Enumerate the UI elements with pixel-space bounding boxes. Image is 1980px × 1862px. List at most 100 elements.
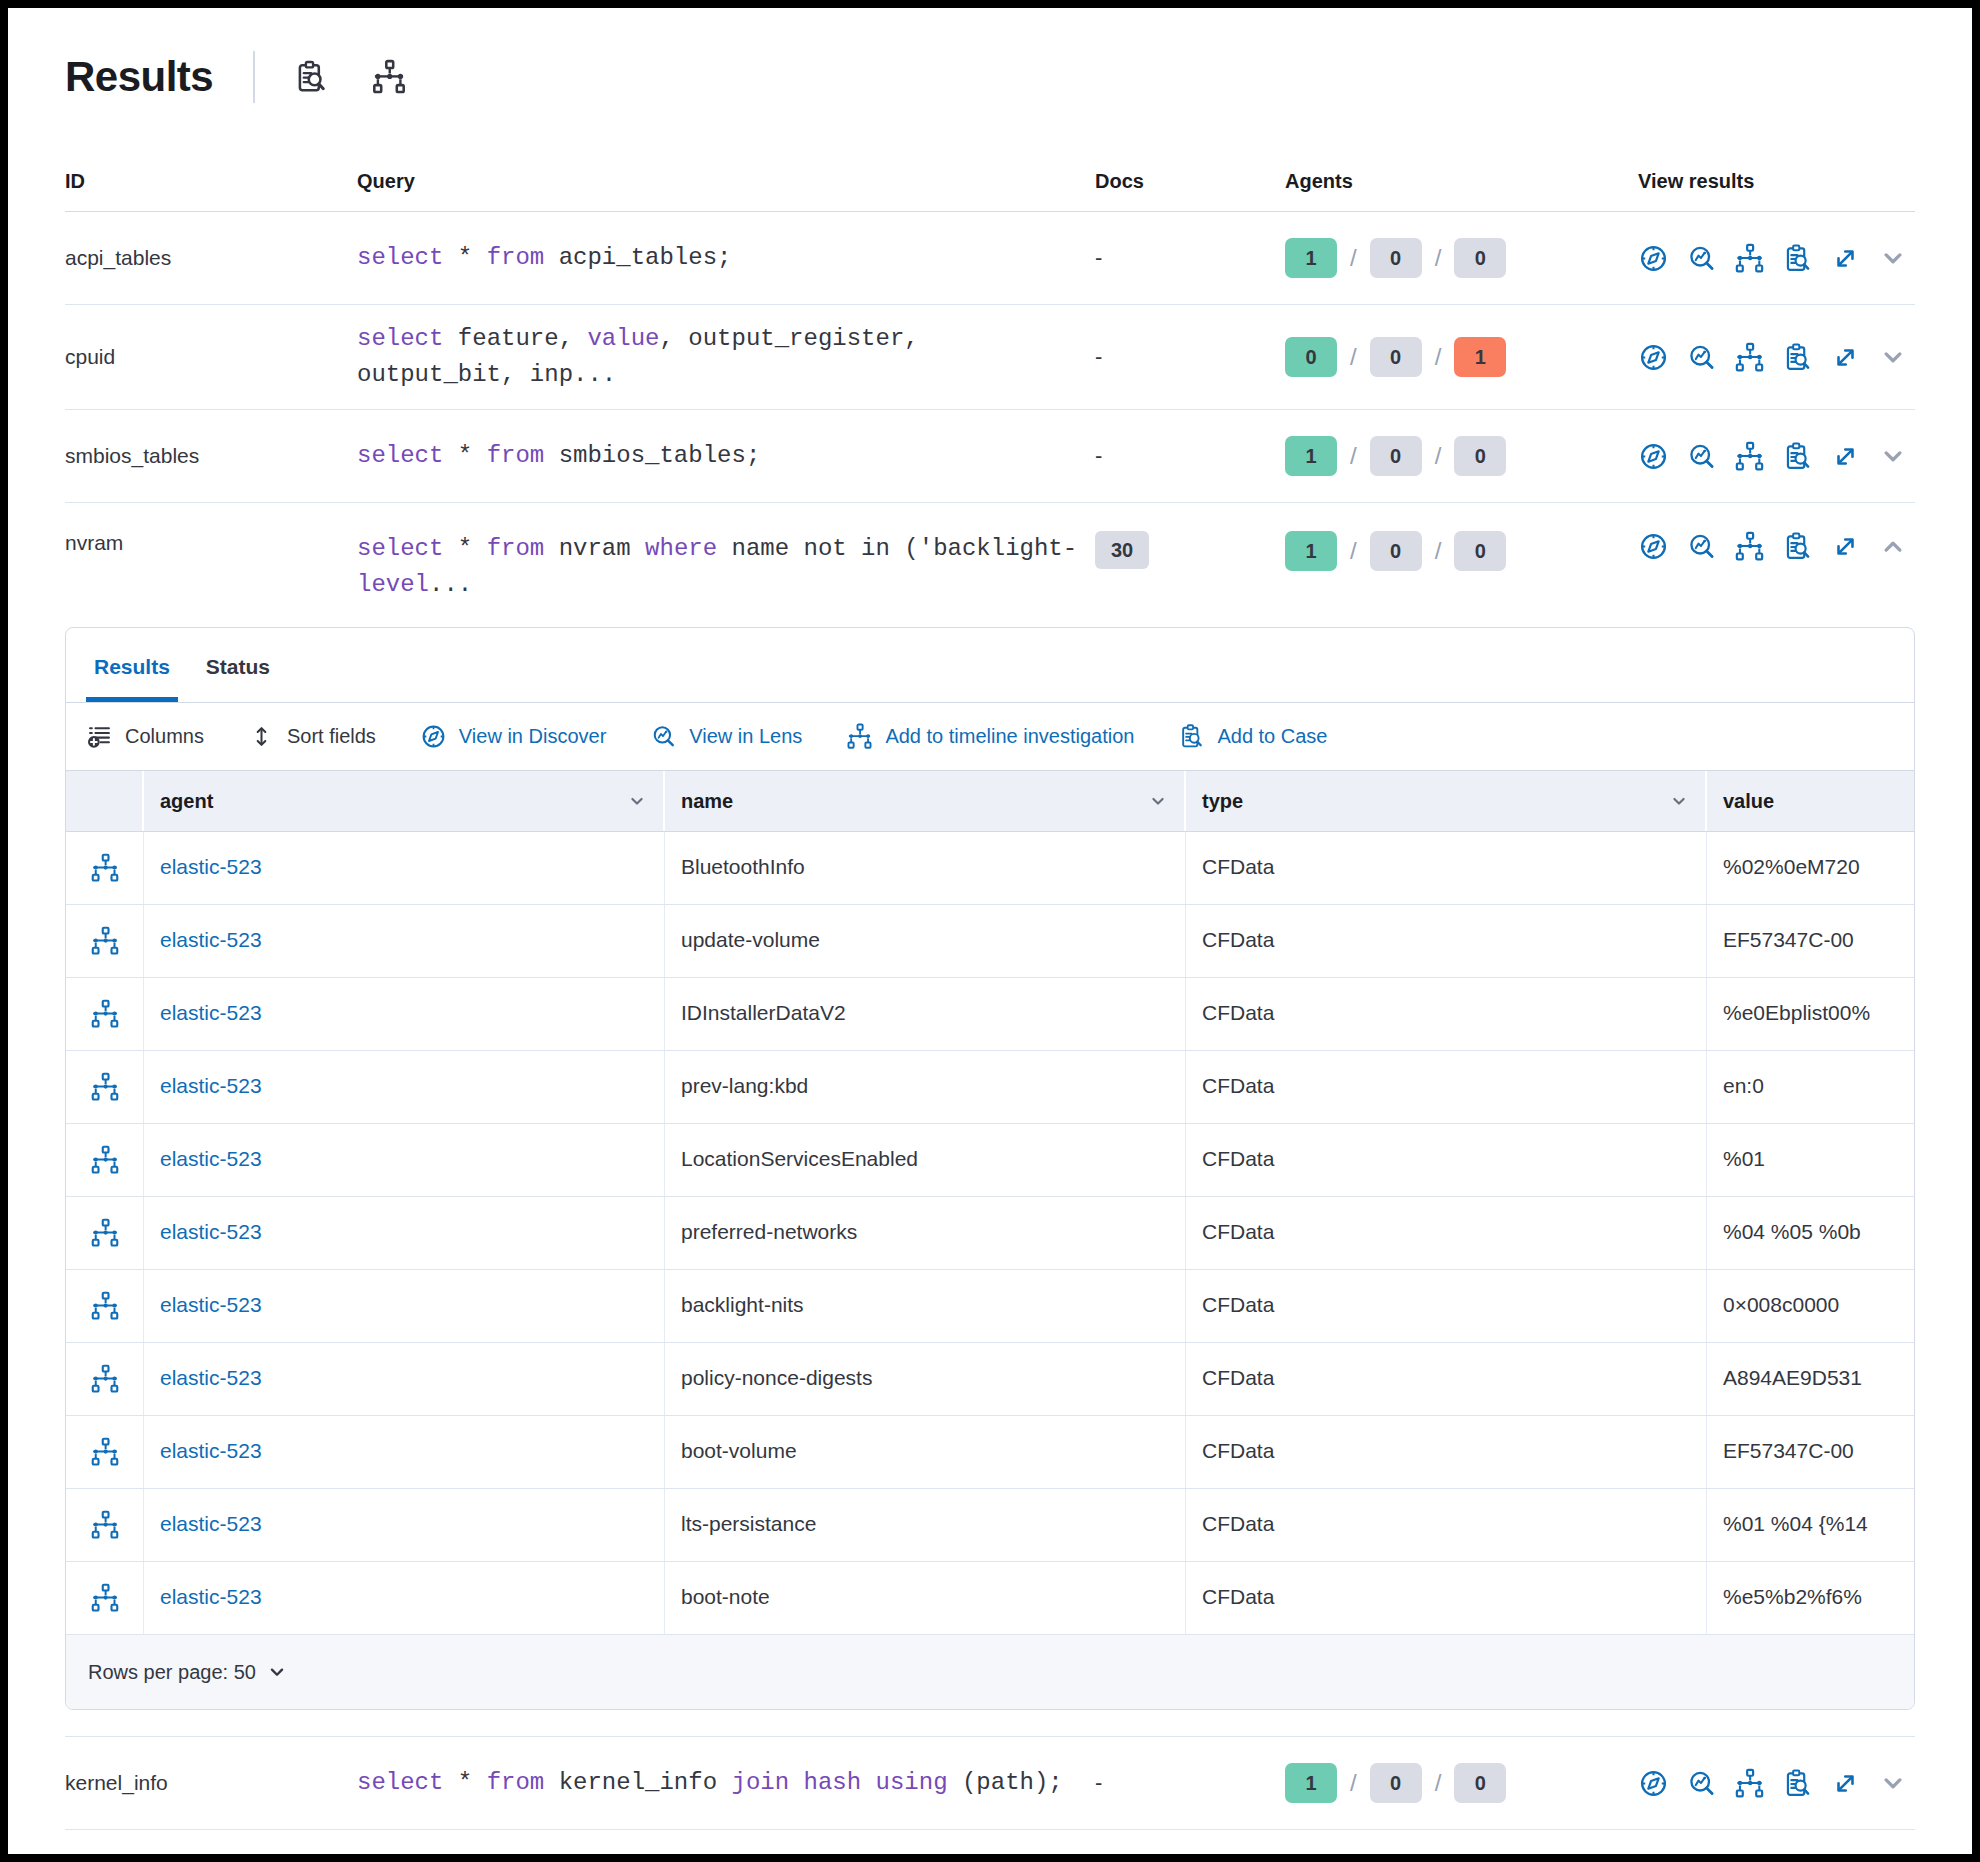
grid-header-name[interactable]: name [665,771,1186,831]
add-to-case-button[interactable]: Add to Case [1178,723,1327,750]
view-in-lens-icon[interactable] [1686,243,1717,274]
discover-compass-icon [420,723,447,750]
agents-pending-badge: 0 [1370,337,1422,377]
chevron-down-icon[interactable] [1878,441,1908,471]
col-header-agents: Agents [1285,170,1638,193]
value-cell: %04 %05 %0b [1707,1197,1914,1269]
agents-pending-badge: 0 [1370,238,1422,278]
grid-header-type[interactable]: type [1186,771,1707,831]
value-cell: 0×008c0000 [1707,1270,1914,1342]
docs-count-badge: 8 [1095,1857,1149,1862]
add-to-case-icon[interactable] [1782,441,1813,472]
agents-separator: / [1350,343,1357,371]
expand-row-icon[interactable] [1830,531,1861,562]
expand-row-icon[interactable] [1830,342,1861,373]
add-to-timeline-button[interactable]: Add to timeline investigation [846,723,1134,750]
expand-row-icon[interactable] [1830,441,1861,472]
view-in-discover-icon[interactable] [1638,441,1669,472]
add-to-case-icon[interactable] [1782,531,1813,562]
timeline-sitemap-icon[interactable] [90,1145,120,1175]
add-to-timeline-icon[interactable] [1734,1768,1765,1799]
agents-separator: / [1435,537,1442,565]
type-cell: CFData [1186,1562,1707,1634]
agent-link[interactable]: elastic-523 [160,1293,262,1316]
add-to-timeline-icon[interactable] [1734,441,1765,472]
docs-count: - [1095,1770,1102,1795]
tab-status[interactable]: Status [204,628,272,702]
agent-link[interactable]: elastic-523 [160,1220,262,1243]
type-cell: CFData [1186,1343,1707,1415]
query-sql: select * from kernel_info join hash usin… [357,1765,1087,1801]
agent-link[interactable]: elastic-523 [160,1074,262,1097]
expand-row-icon[interactable] [1830,1768,1861,1799]
view-in-discover-icon[interactable] [1638,342,1669,373]
name-cell: BluetoothInfo [665,832,1186,904]
agent-link[interactable]: elastic-523 [160,1439,262,1462]
agents-status: 1 / 0 / 0 [1285,1763,1638,1803]
agents-failed-badge: 0 [1454,1763,1506,1803]
timeline-sitemap-icon[interactable] [90,1291,120,1321]
add-to-case-icon[interactable] [1782,342,1813,373]
timeline-sitemap-icon[interactable] [90,1364,120,1394]
timeline-sitemap-icon[interactable] [90,999,120,1029]
case-search-icon[interactable] [293,59,329,95]
agents-pending-badge: 0 [1370,531,1422,571]
agent-link[interactable]: elastic-523 [160,1001,262,1024]
timeline-sitemap-icon[interactable] [90,853,120,883]
add-to-timeline-icon[interactable] [1734,243,1765,274]
view-in-discover-icon[interactable] [1638,243,1669,274]
view-in-discover-button[interactable]: View in Discover [420,723,606,750]
add-to-case-icon[interactable] [1782,1768,1813,1799]
view-in-discover-icon[interactable] [1638,531,1669,562]
agent-link[interactable]: elastic-523 [160,1147,262,1170]
header-divider [253,51,255,103]
agent-link[interactable]: elastic-523 [160,928,262,951]
timeline-sitemap-icon[interactable] [371,59,407,95]
agent-link[interactable]: elastic-523 [160,1512,262,1535]
timeline-sitemap-icon[interactable] [90,1072,120,1102]
query-id: nvram [65,531,357,555]
agent-link[interactable]: elastic-523 [160,1366,262,1389]
grid-row: elastic-523 BluetoothInfo CFData %02%0eM… [66,832,1914,905]
query-sql: select * from acpi_tables; [357,240,1087,276]
agents-status: 1 / 0 / 0 [1285,238,1638,278]
chevron-down-icon[interactable] [1878,342,1908,372]
agent-link[interactable]: elastic-523 [160,1585,262,1608]
view-in-lens-icon[interactable] [1686,531,1717,562]
grid-header-agent[interactable]: agent [144,771,665,831]
sort-fields-button[interactable]: Sort fields [248,723,376,750]
timeline-sitemap-icon[interactable] [90,1437,120,1467]
timeline-sitemap-icon[interactable] [90,1218,120,1248]
grid-body: elastic-523 BluetoothInfo CFData %02%0eM… [66,832,1914,1635]
sort-icon [248,723,275,750]
view-in-lens-button[interactable]: View in Lens [650,723,802,750]
query-sql: select * from pci_devices; [357,1858,1087,1862]
chevron-down-icon[interactable] [1878,243,1908,273]
agent-link[interactable]: elastic-523 [160,855,262,878]
timeline-sitemap-icon[interactable] [90,1510,120,1540]
timeline-sitemap-icon[interactable] [90,1583,120,1613]
agents-success-badge: 1 [1285,1763,1337,1803]
agents-separator: / [1350,1769,1357,1797]
page-header: Results [65,44,1915,110]
add-to-case-icon[interactable] [1782,243,1813,274]
add-to-timeline-icon[interactable] [1734,531,1765,562]
view-in-discover-icon[interactable] [1638,1768,1669,1799]
view-in-lens-icon[interactable] [1686,342,1717,373]
grid-row: elastic-523 prev-lang:kbd CFData en:0 [66,1051,1914,1124]
agents-success-badge: 1 [1285,436,1337,476]
agent-cell: elastic-523 [144,1270,665,1342]
docs-count: - [1095,344,1102,369]
columns-button[interactable]: Columns [86,723,204,750]
view-in-lens-icon[interactable] [1686,1768,1717,1799]
rows-per-page-button[interactable]: Rows per page: 50 [88,1661,288,1684]
add-to-timeline-icon[interactable] [1734,342,1765,373]
tab-results[interactable]: Results [92,628,172,702]
chevron-up-icon[interactable] [1878,532,1908,562]
chevron-down-icon[interactable] [1878,1768,1908,1798]
agents-pending-badge: 0 [1370,1856,1422,1862]
agent-cell: elastic-523 [144,1051,665,1123]
timeline-sitemap-icon[interactable] [90,926,120,956]
view-in-lens-icon[interactable] [1686,441,1717,472]
expand-row-icon[interactable] [1830,243,1861,274]
